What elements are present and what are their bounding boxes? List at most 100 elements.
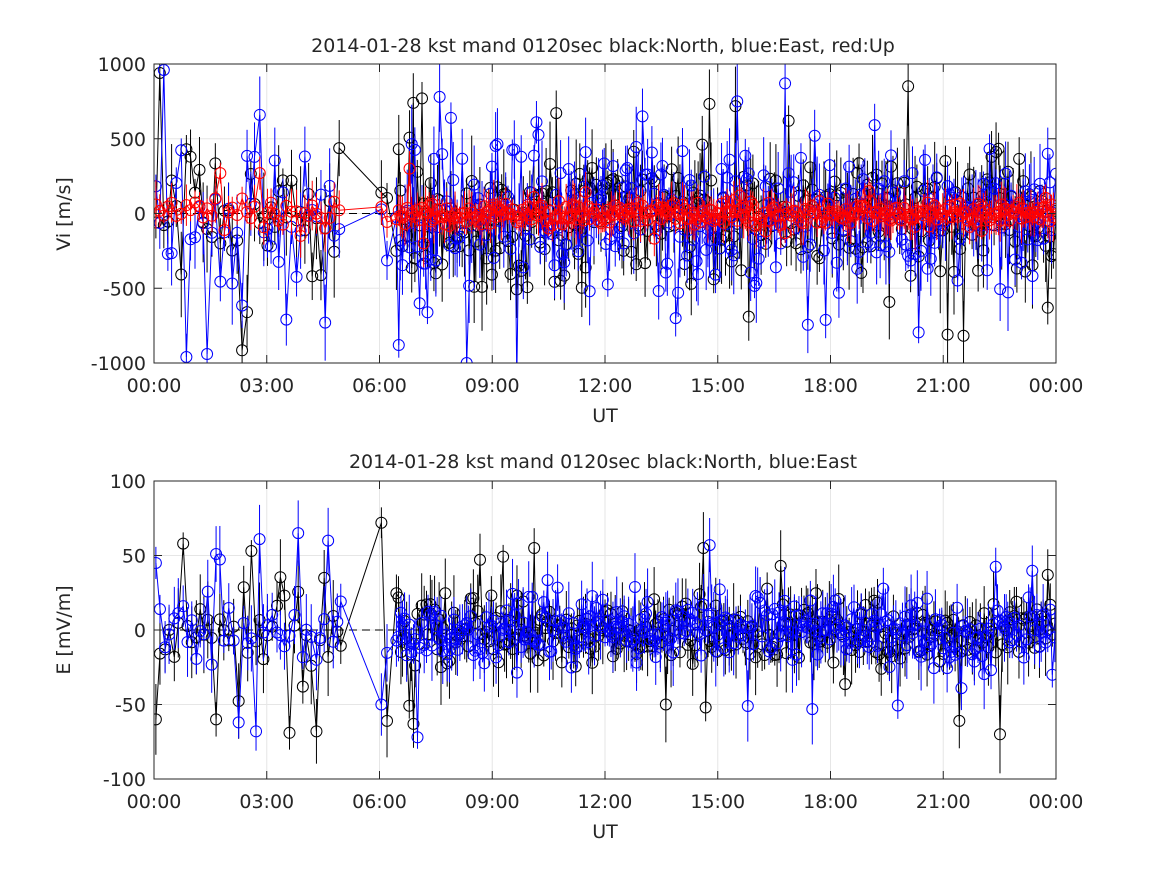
data-point bbox=[804, 238, 817, 251]
data-point bbox=[310, 207, 323, 220]
data-point bbox=[405, 138, 418, 151]
data-point bbox=[627, 215, 640, 228]
data-point bbox=[686, 657, 699, 670]
data-point bbox=[533, 638, 546, 651]
data-point bbox=[894, 652, 907, 665]
data-point bbox=[314, 188, 327, 201]
data-point bbox=[904, 254, 917, 267]
y-tick-label: 0 bbox=[134, 620, 146, 642]
data-point bbox=[779, 227, 792, 240]
data-point bbox=[941, 328, 954, 341]
data-point bbox=[747, 638, 760, 651]
data-point bbox=[755, 213, 768, 226]
data-point bbox=[222, 634, 235, 647]
data-point bbox=[154, 198, 162, 211]
data-point bbox=[656, 160, 669, 173]
data-point bbox=[933, 614, 946, 627]
data-point bbox=[579, 261, 592, 274]
data-point bbox=[742, 310, 755, 323]
data-point bbox=[800, 614, 813, 627]
data-point bbox=[495, 209, 508, 222]
data-point bbox=[607, 160, 620, 173]
data-point bbox=[663, 634, 676, 647]
data-point bbox=[319, 222, 332, 235]
data-point bbox=[648, 634, 661, 647]
data-point bbox=[617, 237, 630, 250]
data-point bbox=[667, 197, 680, 210]
data-point bbox=[654, 168, 667, 181]
data-point bbox=[930, 171, 943, 184]
data-point bbox=[614, 621, 627, 634]
data-point bbox=[976, 649, 989, 662]
data-point bbox=[407, 207, 420, 220]
data-point bbox=[231, 226, 244, 239]
data-point bbox=[693, 628, 706, 641]
data-point bbox=[692, 268, 705, 281]
data-point bbox=[1013, 152, 1026, 165]
data-point bbox=[648, 187, 661, 200]
data-point bbox=[885, 149, 898, 162]
data-point bbox=[924, 252, 937, 265]
data-point bbox=[1033, 640, 1046, 653]
data-point bbox=[436, 258, 449, 271]
data-point bbox=[276, 218, 289, 231]
data-point bbox=[413, 297, 426, 310]
data-point bbox=[1046, 668, 1056, 681]
data-point bbox=[759, 225, 772, 238]
data-point bbox=[444, 111, 457, 124]
data-point bbox=[1028, 624, 1041, 637]
data-point bbox=[283, 726, 296, 739]
data-point bbox=[521, 625, 534, 638]
data-point bbox=[504, 624, 517, 637]
data-point bbox=[879, 615, 892, 628]
data-point bbox=[294, 229, 307, 242]
data-point bbox=[381, 215, 394, 228]
data-point bbox=[314, 211, 327, 224]
y-tick-label: -1000 bbox=[91, 353, 146, 375]
data-point bbox=[889, 623, 902, 636]
data-point bbox=[685, 179, 698, 192]
data-point bbox=[188, 196, 201, 209]
data-point bbox=[853, 634, 866, 647]
data-point bbox=[569, 642, 582, 655]
data-point bbox=[856, 199, 869, 212]
data-point bbox=[727, 637, 740, 650]
data-point bbox=[741, 615, 754, 628]
data-point bbox=[411, 731, 424, 744]
data-point bbox=[318, 613, 331, 626]
data-point bbox=[453, 230, 466, 243]
data-point bbox=[197, 628, 210, 641]
data-point bbox=[731, 95, 744, 108]
data-point bbox=[476, 218, 489, 231]
data-point bbox=[177, 600, 190, 613]
data-point bbox=[729, 175, 742, 188]
data-point bbox=[758, 649, 771, 662]
data-point bbox=[268, 154, 281, 167]
data-point bbox=[583, 285, 596, 298]
data-point bbox=[487, 251, 500, 264]
data-point bbox=[532, 128, 545, 141]
data-point bbox=[947, 206, 960, 219]
data-point bbox=[939, 154, 952, 167]
vi-panel: 2014-01-28 kst mand 0120sec black:North,… bbox=[53, 35, 1083, 427]
data-point bbox=[170, 177, 183, 190]
data-point bbox=[630, 140, 643, 153]
data-point bbox=[709, 645, 722, 658]
data-point bbox=[154, 713, 162, 726]
data-point bbox=[603, 216, 616, 229]
data-point bbox=[417, 237, 430, 250]
data-point bbox=[695, 649, 708, 662]
data-point bbox=[250, 725, 263, 738]
data-point bbox=[527, 190, 540, 203]
data-point bbox=[693, 588, 706, 601]
data-point bbox=[381, 254, 394, 267]
data-point bbox=[550, 107, 563, 120]
data-point bbox=[705, 607, 718, 620]
data-point bbox=[375, 516, 388, 529]
data-point bbox=[1047, 211, 1056, 224]
data-point bbox=[801, 621, 814, 634]
data-point bbox=[650, 224, 663, 237]
data-point bbox=[515, 641, 528, 654]
data-point bbox=[915, 650, 928, 663]
vi-chart-title: 2014-01-28 kst mand 0120sec black:North,… bbox=[311, 35, 895, 57]
